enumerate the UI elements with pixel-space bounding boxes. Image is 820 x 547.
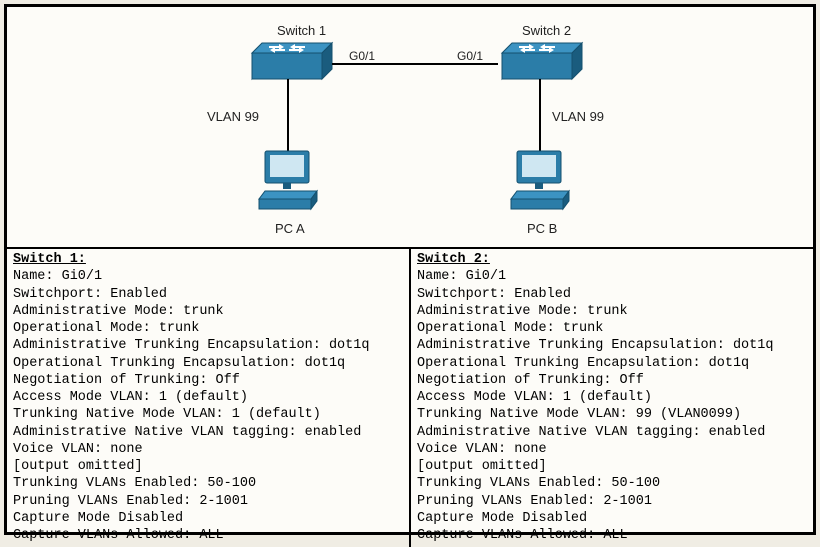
switch1-icon [247, 41, 337, 81]
cfg-line: Operational Trunking Encapsulation: dot1… [417, 355, 807, 372]
cfg-line: Negotiation of Trunking: Off [13, 372, 403, 389]
port1-label: G0/1 [349, 49, 375, 63]
cfg-line: Administrative Native VLAN tagging: enab… [13, 424, 403, 441]
switch2-icon [497, 41, 587, 81]
network-diagram: Switch 1 Switch 2 [7, 7, 813, 247]
cfg-line: Name: Gi0/1 [417, 268, 807, 285]
cfg-line: Operational Mode: trunk [13, 320, 403, 337]
cfg-line: Capture Mode Disabled [417, 510, 807, 527]
cfg-line: Voice VLAN: none [417, 441, 807, 458]
cfg-line: Access Mode VLAN: 1 (default) [417, 389, 807, 406]
switch2-label: Switch 2 [522, 23, 571, 38]
pcb-icon [505, 149, 575, 219]
cfg-line: Trunking Native Mode VLAN: 1 (default) [13, 406, 403, 423]
cfg-line: Voice VLAN: none [13, 441, 403, 458]
cfg-line: Administrative Mode: trunk [13, 303, 403, 320]
pca-icon [253, 149, 323, 219]
cfg-line: Pruning VLANs Enabled: 2-1001 [13, 493, 403, 510]
port2-label: G0/1 [457, 49, 483, 63]
cfg-line: Access Mode VLAN: 1 (default) [13, 389, 403, 406]
cfg-line: Trunking Native Mode VLAN: 99 (VLAN0099) [417, 406, 807, 423]
cfg-line: Negotiation of Trunking: Off [417, 372, 807, 389]
cfg-line: Name: Gi0/1 [13, 268, 403, 285]
cfg-line: [output omitted] [417, 458, 807, 475]
cfg-line: Administrative Trunking Encapsulation: d… [417, 337, 807, 354]
link-sw2-pcb [539, 79, 541, 151]
pca-label: PC A [275, 221, 305, 236]
switch1-config: Switch 1: Name: Gi0/1 Switchport: Enable… [7, 249, 411, 547]
vlan1-label: VLAN 99 [207, 109, 259, 124]
switch1-config-title: Switch 1: [13, 251, 403, 268]
switch1-label: Switch 1 [277, 23, 326, 38]
cfg-line: Switchport: Enabled [417, 286, 807, 303]
cfg-line: [output omitted] [13, 458, 403, 475]
cfg-line: Trunking VLANs Enabled: 50-100 [13, 475, 403, 492]
cfg-line: Operational Trunking Encapsulation: dot1… [13, 355, 403, 372]
trunk-link [332, 63, 498, 65]
cfg-line: Administrative Native VLAN tagging: enab… [417, 424, 807, 441]
cfg-line: Capture Mode Disabled [13, 510, 403, 527]
config-output: Switch 1: Name: Gi0/1 Switchport: Enable… [7, 247, 813, 547]
cfg-line: Capture VLANs Allowed: ALL [417, 527, 807, 544]
cfg-line: Administrative Mode: trunk [417, 303, 807, 320]
cfg-line: Administrative Trunking Encapsulation: d… [13, 337, 403, 354]
cfg-line: Operational Mode: trunk [417, 320, 807, 337]
vlan2-label: VLAN 99 [552, 109, 604, 124]
document-frame: Switch 1 Switch 2 [4, 4, 816, 535]
link-sw1-pca [287, 79, 289, 151]
pcb-label: PC B [527, 221, 557, 236]
cfg-line: Capture VLANs Allowed: ALL [13, 527, 403, 544]
cfg-line: Trunking VLANs Enabled: 50-100 [417, 475, 807, 492]
cfg-line: Pruning VLANs Enabled: 2-1001 [417, 493, 807, 510]
switch2-config-title: Switch 2: [417, 251, 807, 268]
cfg-line: Switchport: Enabled [13, 286, 403, 303]
switch2-config: Switch 2: Name: Gi0/1 Switchport: Enable… [411, 249, 813, 547]
